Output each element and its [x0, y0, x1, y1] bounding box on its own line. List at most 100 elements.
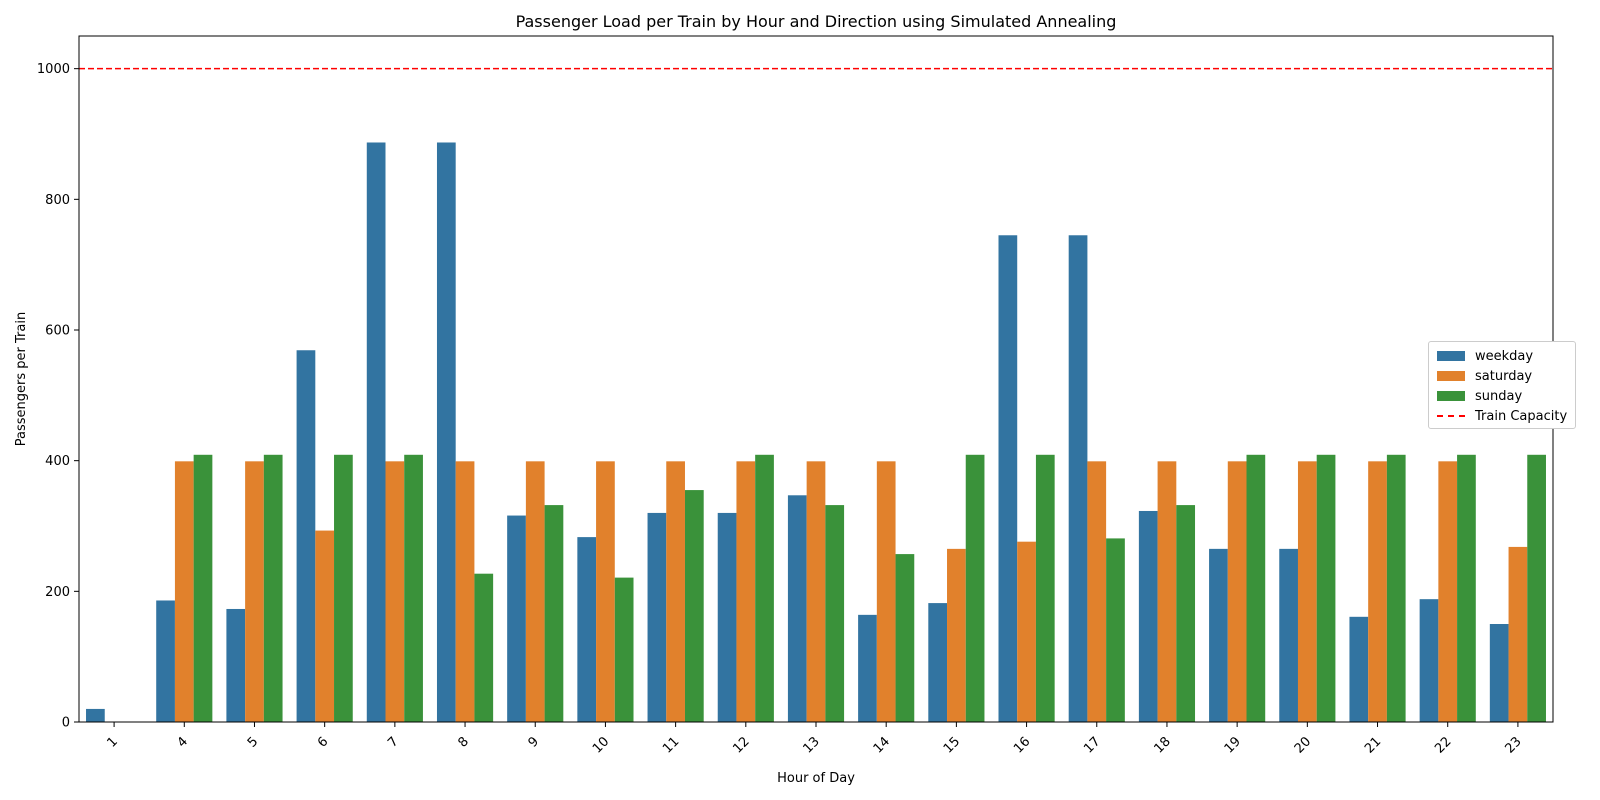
x-tick-label: 5: [245, 734, 261, 750]
x-tick-label: 11: [660, 734, 682, 756]
legend-item-train-capacity: Train Capacity: [1437, 406, 1567, 426]
bar-weekday-7: [366, 142, 386, 723]
legend-label-capacity: Train Capacity: [1475, 408, 1568, 424]
x-tick-label: 18: [1151, 734, 1173, 756]
bar-sunday-14: [895, 554, 915, 722]
x-tick-label: 9: [526, 734, 542, 750]
bar-weekday-18: [1138, 510, 1158, 722]
bar-sunday-9: [544, 505, 564, 722]
bar-weekday-6: [296, 350, 316, 722]
bar-weekday-23: [1489, 624, 1509, 722]
bar-weekday-9: [507, 515, 526, 722]
y-tick-label: 600: [45, 324, 70, 339]
legend-swatch-saturday: [1437, 371, 1465, 381]
legend-label-sunday: sunday: [1475, 388, 1523, 404]
x-tick-label: 8: [455, 734, 471, 750]
bar-weekday-14: [858, 614, 877, 722]
x-tick-label: 17: [1081, 734, 1103, 756]
bar-weekday-1: [86, 708, 105, 722]
bar-sunday-22: [1457, 454, 1476, 722]
bar-saturday-17: [1087, 461, 1107, 722]
bar-saturday-18: [1157, 461, 1177, 722]
bar-saturday-14: [876, 461, 896, 722]
x-tick-label: 21: [1362, 734, 1384, 756]
y-tick-label: 0: [62, 716, 70, 731]
x-tick-label: 19: [1222, 734, 1244, 756]
x-tick-label: 13: [801, 734, 823, 756]
bar-weekday-11: [647, 512, 667, 722]
bar-weekday-20: [1279, 548, 1298, 722]
bar-sunday-12: [755, 454, 774, 722]
y-tick-label: 400: [45, 454, 70, 469]
y-axis: 0 200 400 600 800 1000: [37, 62, 79, 731]
bar-saturday-15: [947, 548, 966, 722]
x-tick-label: 14: [871, 734, 893, 756]
bar-sunday-23: [1527, 454, 1546, 722]
x-tick-label: 1: [104, 734, 120, 750]
x-tick-label: 20: [1292, 734, 1314, 756]
bar-saturday-5: [245, 461, 264, 722]
bar-sunday-11: [684, 490, 704, 722]
bar-sunday-18: [1176, 505, 1196, 722]
bar-weekday-22: [1419, 599, 1439, 722]
legend-item-saturday: saturday: [1437, 366, 1532, 386]
y-tick-label: 800: [45, 193, 70, 208]
legend-swatch-weekday: [1437, 351, 1465, 361]
bar-sunday-17: [1106, 538, 1125, 722]
bar-saturday-9: [525, 461, 545, 722]
bar-saturday-12: [736, 461, 756, 722]
bar-saturday-11: [666, 461, 685, 722]
x-tick-label: 15: [941, 734, 963, 756]
bar-sunday-19: [1246, 454, 1266, 722]
legend-item-weekday: weekday: [1437, 346, 1533, 366]
bar-weekday-15: [928, 603, 948, 722]
legend-label-saturday: saturday: [1475, 368, 1533, 384]
bar-saturday-4: [174, 461, 194, 722]
bar-saturday-10: [596, 461, 615, 722]
bar-weekday-5: [226, 608, 246, 722]
x-tick-label: 7: [385, 734, 401, 750]
y-tick-label: 200: [45, 585, 70, 600]
bar-sunday-16: [1035, 454, 1055, 722]
x-axis: 1 4 5 6 7 8 9 10 11 12 13 14 15 16 17 18 19 20 21 22 23: [104, 722, 1525, 757]
bar-saturday-7: [385, 461, 405, 722]
x-tick-label: 12: [730, 734, 752, 756]
bar-sunday-20: [1316, 454, 1336, 722]
bar-sunday-15: [965, 454, 985, 722]
y-tick-label: 1000: [37, 62, 70, 77]
bar-weekday-19: [1209, 548, 1228, 722]
legend-label-weekday: weekday: [1475, 348, 1534, 364]
bar-sunday-13: [825, 505, 845, 722]
legend-swatch-sunday: [1437, 391, 1465, 401]
bar-sunday-21: [1386, 454, 1406, 722]
bar-sunday-8: [474, 573, 494, 722]
bar-weekday-21: [1349, 616, 1369, 722]
bar-saturday-19: [1227, 461, 1247, 722]
bar-saturday-6: [315, 530, 335, 722]
bar-weekday-4: [156, 600, 175, 722]
bar-weekday-13: [787, 495, 807, 722]
bars-group: [86, 142, 1546, 723]
bar-sunday-6: [334, 454, 353, 722]
bar-weekday-8: [436, 142, 456, 723]
bar-saturday-22: [1438, 461, 1458, 722]
x-tick-label: 22: [1432, 734, 1454, 756]
bar-sunday-10: [614, 577, 634, 722]
legend-item-sunday: sunday: [1437, 386, 1522, 406]
bar-saturday-21: [1368, 461, 1387, 722]
bar-sunday-4: [193, 454, 213, 722]
bar-weekday-10: [577, 537, 597, 722]
x-tick-label: 10: [590, 734, 612, 756]
x-tick-label: 16: [1011, 734, 1033, 756]
bar-weekday-17: [1068, 235, 1088, 722]
chart-title: Passenger Load per Train by Hour and Dir…: [516, 12, 1117, 31]
x-tick-label: 6: [315, 734, 331, 750]
bar-weekday-16: [998, 235, 1018, 722]
bar-saturday-16: [1017, 541, 1036, 722]
legend-line-capacity: [1437, 415, 1465, 417]
y-axis-label: Passengers per Train: [14, 312, 29, 446]
bar-saturday-13: [806, 461, 826, 722]
bar-weekday-12: [717, 512, 737, 722]
legend: weekday saturday sunday Train Capacity: [1428, 341, 1576, 429]
